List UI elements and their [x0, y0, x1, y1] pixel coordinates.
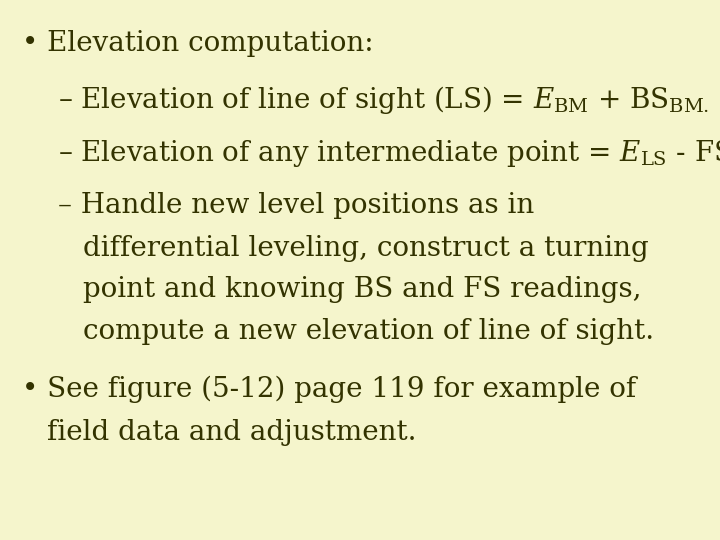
Text: compute a new elevation of line of sight.: compute a new elevation of line of sight…: [83, 318, 654, 345]
Text: field data and adjustment.: field data and adjustment.: [47, 418, 416, 445]
Text: • See figure (5-12) page 119 for example of: • See figure (5-12) page 119 for example…: [22, 375, 636, 403]
Text: – Elevation of line of sight (LS) = $E_{\mathrm{BM}}$ + $\mathrm{BS}_{\mathrm{BM: – Elevation of line of sight (LS) = $E_{…: [58, 84, 709, 116]
Text: • Elevation computation:: • Elevation computation:: [22, 30, 373, 57]
Text: – Elevation of any intermediate point = $E_{\mathrm{LS}}$ - $\mathrm{FS}_{\mathr: – Elevation of any intermediate point = …: [58, 138, 720, 168]
Text: differential leveling, construct a turning: differential leveling, construct a turni…: [83, 235, 649, 262]
Text: – Handle new level positions as in: – Handle new level positions as in: [58, 192, 534, 219]
Text: point and knowing BS and FS readings,: point and knowing BS and FS readings,: [83, 276, 642, 303]
